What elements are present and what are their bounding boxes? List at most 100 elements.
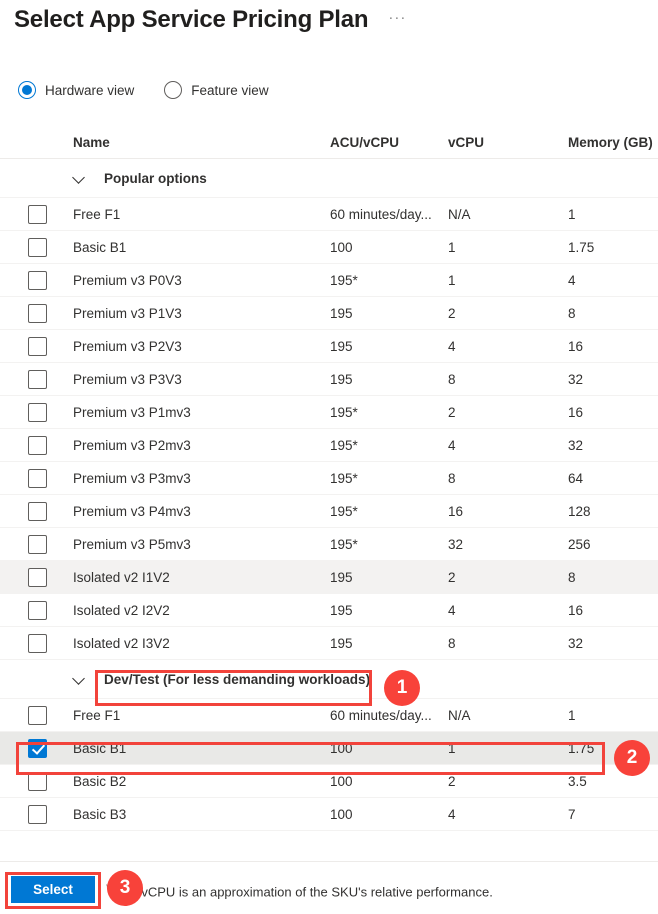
- row-checkbox[interactable]: [28, 436, 47, 455]
- cell-acu: 195*: [330, 273, 358, 288]
- cell-acu: 100: [330, 774, 353, 789]
- cell-vcpu: 4: [448, 438, 456, 453]
- cell-vcpu: 1: [448, 240, 456, 255]
- cell-acu: 100: [330, 240, 353, 255]
- table-row[interactable]: Premium v3 P5mv3 195* 32 256: [0, 528, 658, 561]
- cell-acu: 195*: [330, 438, 358, 453]
- table-row[interactable]: Isolated v2 I2V2 195 4 16: [0, 594, 658, 627]
- table-row[interactable]: Basic B2 100 2 3.5: [0, 765, 658, 798]
- row-checkbox[interactable]: [28, 739, 47, 758]
- radio-label-feature: Feature view: [191, 82, 269, 98]
- row-checkbox[interactable]: [28, 304, 47, 323]
- cell-name: Premium v3 P1V3: [73, 306, 182, 321]
- cell-acu: 195: [330, 372, 353, 387]
- table-row[interactable]: Free F1 60 minutes/day... N/A 1: [0, 198, 658, 231]
- column-header-memory[interactable]: Memory (GB): [568, 135, 653, 150]
- group-header-popular-options[interactable]: Popular options: [0, 159, 658, 198]
- table-row-selected[interactable]: Basic B1 100 1 1.75: [0, 732, 658, 765]
- cell-acu: 100: [330, 807, 353, 822]
- cell-memory: 16: [568, 405, 584, 420]
- row-checkbox[interactable]: [28, 370, 47, 389]
- table-row[interactable]: Premium v3 P1mv3 195* 2 16: [0, 396, 658, 429]
- cell-memory: 7: [568, 807, 576, 822]
- cell-name: Premium v3 P1mv3: [73, 405, 191, 420]
- cell-name: Basic B1: [73, 240, 127, 255]
- cell-name: Premium v3 P2mv3: [73, 438, 191, 453]
- cell-vcpu: N/A: [448, 708, 471, 723]
- cell-name: Premium v3 P2V3: [73, 339, 182, 354]
- row-checkbox[interactable]: [28, 403, 47, 422]
- cell-vcpu: 2: [448, 306, 456, 321]
- footnote-body: ACU/vCPU is an approximation of the SKU'…: [110, 884, 493, 900]
- chevron-down-icon[interactable]: [73, 172, 86, 185]
- cell-acu: 195: [330, 570, 353, 585]
- cell-name: Premium v3 P3mv3: [73, 471, 191, 486]
- table-row[interactable]: Isolated v2 I1V2 195 2 8: [0, 561, 658, 594]
- table-row[interactable]: Premium v3 P4mv3 195* 16 128: [0, 495, 658, 528]
- row-checkbox[interactable]: [28, 601, 47, 620]
- row-checkbox[interactable]: [28, 205, 47, 224]
- cell-vcpu: 2: [448, 570, 456, 585]
- table-row-clipped[interactable]: [0, 831, 658, 861]
- table-row[interactable]: Basic B1 100 1 1.75: [0, 231, 658, 264]
- cell-name: Isolated v2 I1V2: [73, 570, 170, 585]
- dialog-footer: Select *ACU/vCPU is an approximation of …: [0, 861, 658, 914]
- cell-acu: 195: [330, 636, 353, 651]
- cell-vcpu: 1: [448, 741, 456, 756]
- cell-memory: 8: [568, 570, 576, 585]
- row-checkbox[interactable]: [28, 469, 47, 488]
- table-row[interactable]: Premium v3 P2mv3 195* 4 32: [0, 429, 658, 462]
- overflow-menu-icon[interactable]: ···: [388, 9, 407, 26]
- radio-hardware-view[interactable]: Hardware view: [18, 81, 134, 99]
- cell-acu: 195*: [330, 471, 358, 486]
- radio-feature-view[interactable]: Feature view: [164, 81, 269, 99]
- row-checkbox[interactable]: [28, 805, 47, 824]
- page-title: Select App Service Pricing Plan: [14, 6, 369, 33]
- select-button[interactable]: Select: [11, 876, 95, 903]
- table-row[interactable]: Isolated v2 I3V2 195 8 32: [0, 627, 658, 660]
- row-checkbox[interactable]: [28, 271, 47, 290]
- cell-memory: 128: [568, 504, 591, 519]
- row-checkbox[interactable]: [28, 238, 47, 257]
- cell-memory: 8: [568, 306, 576, 321]
- cell-vcpu: 4: [448, 603, 456, 618]
- cell-acu: 195: [330, 306, 353, 321]
- row-checkbox[interactable]: [28, 337, 47, 356]
- row-checkbox[interactable]: [28, 772, 47, 791]
- table-row[interactable]: Premium v3 P2V3 195 4 16: [0, 330, 658, 363]
- table-row[interactable]: Premium v3 P1V3 195 2 8: [0, 297, 658, 330]
- row-checkbox[interactable]: [28, 634, 47, 653]
- row-checkbox[interactable]: [28, 568, 47, 587]
- footnote-text: *ACU/vCPU is an approximation of the SKU…: [106, 882, 493, 899]
- title-row: Select App Service Pricing Plan ···: [14, 6, 410, 34]
- cell-name: Premium v3 P5mv3: [73, 537, 191, 552]
- group-header-dev-test[interactable]: Dev/Test (For less demanding workloads): [0, 660, 658, 699]
- table-row[interactable]: Basic B3 100 4 7: [0, 798, 658, 831]
- table-row[interactable]: Free F1 60 minutes/day... N/A 1: [0, 699, 658, 732]
- cell-vcpu: 4: [448, 339, 456, 354]
- column-header-name[interactable]: Name: [73, 135, 110, 150]
- cell-vcpu: 16: [448, 504, 464, 519]
- table-row[interactable]: Premium v3 P3V3 195 8 32: [0, 363, 658, 396]
- cell-memory: 1.75: [568, 741, 595, 756]
- column-header-acu[interactable]: ACU/vCPU: [330, 135, 400, 150]
- cell-name: Free F1: [73, 207, 121, 222]
- cell-memory: 3.5: [568, 774, 587, 789]
- cell-vcpu: 8: [448, 372, 456, 387]
- cell-vcpu: 2: [448, 774, 456, 789]
- cell-name: Basic B3: [73, 807, 127, 822]
- row-checkbox[interactable]: [28, 502, 47, 521]
- row-checkbox[interactable]: [28, 706, 47, 725]
- table-row[interactable]: Premium v3 P3mv3 195* 8 64: [0, 462, 658, 495]
- cell-acu: 100: [330, 741, 353, 756]
- row-checkbox[interactable]: [28, 535, 47, 554]
- cell-name: Premium v3 P3V3: [73, 372, 182, 387]
- chevron-down-icon[interactable]: [73, 673, 86, 686]
- cell-memory: 32: [568, 438, 584, 453]
- cell-vcpu: 8: [448, 636, 456, 651]
- column-header-vcpu[interactable]: vCPU: [448, 135, 485, 150]
- cell-acu: 195: [330, 339, 353, 354]
- cell-memory: 16: [568, 603, 584, 618]
- table-row[interactable]: Premium v3 P0V3 195* 1 4: [0, 264, 658, 297]
- table-header-row: Name ACU/vCPU vCPU Memory (GB): [0, 126, 658, 159]
